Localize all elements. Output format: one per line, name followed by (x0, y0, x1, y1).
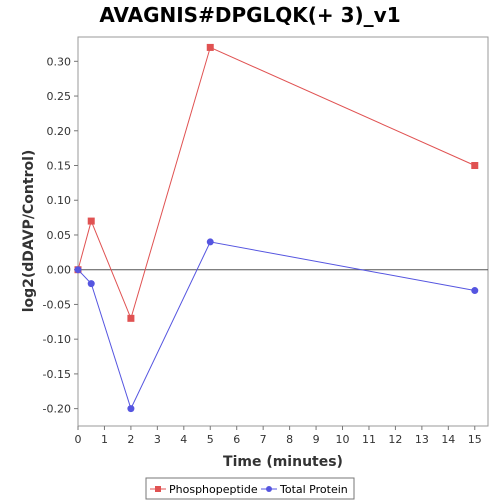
legend-box (145, 477, 355, 500)
y-tick-label: -0.05 (43, 298, 71, 311)
x-tick-label: 6 (233, 433, 240, 446)
data-point-circle (74, 266, 82, 274)
y-tick-label: 0.25 (47, 90, 72, 103)
x-tick-label: 2 (127, 433, 134, 446)
x-tick-label: 4 (180, 433, 187, 446)
x-tick-label: 13 (415, 433, 429, 446)
y-tick-label: -0.20 (43, 403, 71, 416)
data-point-square (127, 314, 135, 322)
data-point-circle (471, 287, 479, 295)
y-tick-label: 0.00 (47, 264, 72, 277)
y-tick-label: 0.15 (47, 160, 72, 173)
y-tick-label: -0.10 (43, 333, 71, 346)
data-point-circle (127, 405, 135, 413)
y-tick-label: -0.15 (43, 368, 71, 381)
legend-label: Phosphopeptide (169, 483, 258, 496)
y-axis-label: log2(dDAVP/Control) (21, 150, 37, 313)
plot-area (77, 36, 489, 427)
x-tick-label: 12 (388, 433, 402, 446)
x-tick-label: 10 (336, 433, 350, 446)
x-tick-label: 3 (154, 433, 161, 446)
x-tick-label: 7 (260, 433, 267, 446)
x-tick-label: 9 (313, 433, 320, 446)
x-tick-label: 14 (441, 433, 455, 446)
data-point-square (471, 162, 479, 170)
legend-marker-circle (266, 486, 272, 492)
y-tick-label: 0.05 (47, 229, 72, 242)
data-point-square (87, 217, 95, 225)
x-tick-label: 5 (207, 433, 214, 446)
x-tick-label: 11 (362, 433, 376, 446)
legend-label: Total Protein (279, 483, 348, 496)
data-point-circle (206, 238, 214, 246)
x-tick-label: 8 (286, 433, 293, 446)
legend: Phosphopeptide Total Protein (145, 477, 355, 500)
chart-title: AVAGNIS#DPGLQK(+ 3)_v1 (99, 3, 400, 27)
data-point-circle (87, 280, 95, 288)
x-tick-label: 1 (101, 433, 108, 446)
y-tick-label: 0.30 (47, 55, 72, 68)
y-tick-label: 0.20 (47, 125, 72, 138)
legend-marker-square (155, 486, 161, 492)
y-tick-label: 0.10 (47, 194, 72, 207)
x-axis-label: Time (minutes) (223, 454, 343, 470)
x-tick-label: 0 (75, 433, 82, 446)
data-point-square (206, 43, 214, 51)
x-tick-label: 15 (468, 433, 482, 446)
